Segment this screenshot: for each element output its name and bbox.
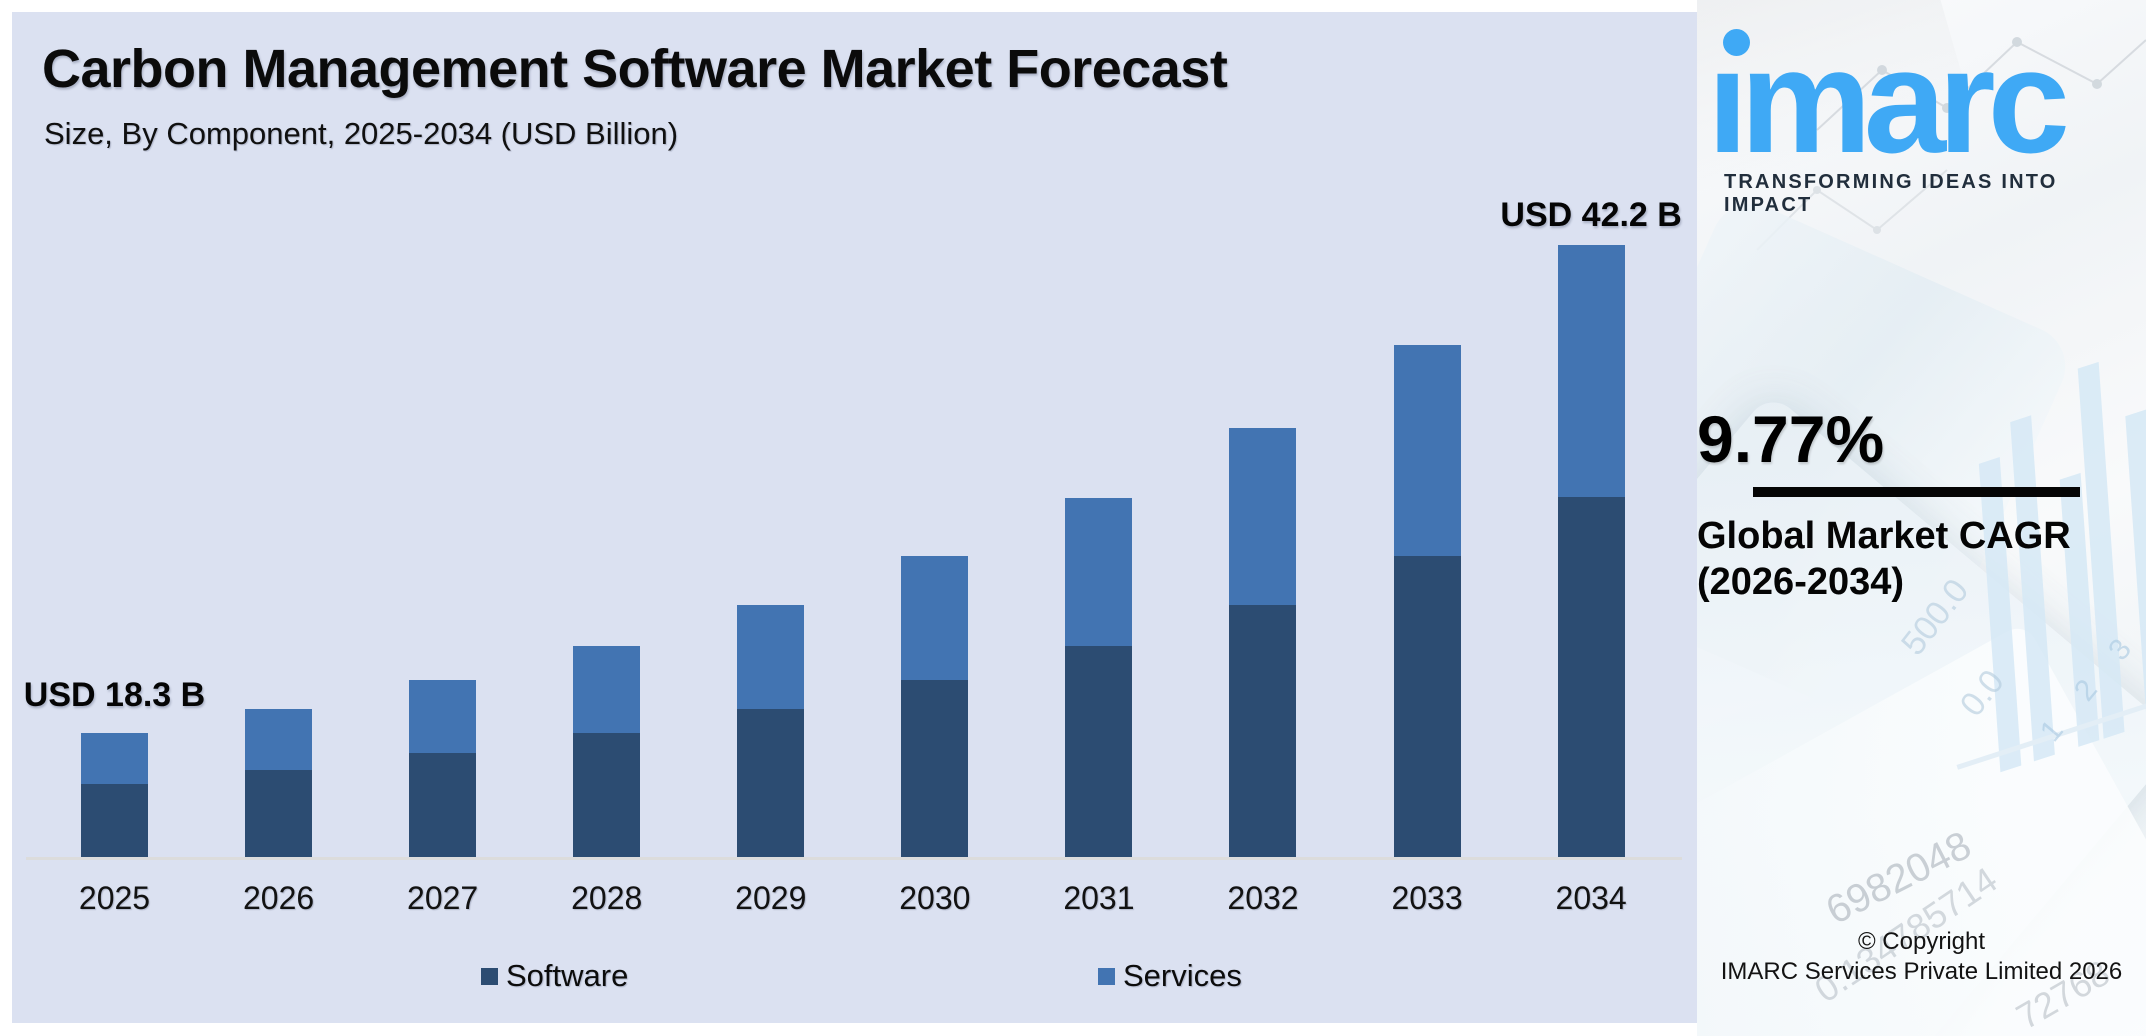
services-segment: [1229, 428, 1297, 605]
software-segment: [901, 680, 969, 857]
software-segment: [409, 753, 477, 857]
x-axis-label-2034: 2034: [1555, 880, 1627, 916]
x-axis-label-2032: 2032: [1227, 880, 1299, 916]
bar-group-2031: [1065, 498, 1133, 857]
services-segment: [409, 680, 477, 753]
legend-swatch-icon: [481, 967, 498, 985]
cagr-label: Global Market CAGR: [1697, 515, 2071, 557]
x-axis-line: [26, 857, 1682, 860]
bar-group-2030: [901, 556, 969, 857]
services-segment: [1065, 498, 1133, 646]
chart-panel: Carbon Management Software Market Foreca…: [12, 12, 1697, 1023]
imarc-logo: ımarc: [1707, 19, 2070, 184]
services-segment: [737, 605, 805, 709]
x-axis-label-2031: 2031: [1063, 880, 1135, 916]
services-segment: [573, 646, 641, 733]
copyright-owner: IMARC Services Private Limited 2026: [1720, 958, 2123, 985]
bar-group-2027: [409, 680, 477, 857]
bar-group-2025: [81, 733, 148, 857]
bar-group-2033: [1393, 345, 1461, 857]
legend-item-services: Services: [1098, 958, 1242, 994]
brand-panel: 500.0 0.0 1 2 3 4 6982048 0.134785714 72768 ı…: [1697, 0, 2146, 1036]
services-segment: [1393, 345, 1461, 556]
chart-title: Carbon Management Software Market Foreca…: [42, 39, 1228, 99]
software-segment: [81, 784, 148, 857]
x-axis-label-2026: 2026: [242, 880, 315, 916]
software-segment: [737, 709, 805, 857]
bar-group-2034: [1557, 245, 1625, 857]
software-segment: [1393, 556, 1461, 857]
bar-group-2026: [245, 709, 313, 857]
software-segment: [573, 733, 641, 857]
x-axis-label-2025: 2025: [78, 880, 151, 916]
cagr-divider: [1753, 487, 2080, 497]
services-segment: [1557, 245, 1625, 497]
legend-item-software: Software: [481, 958, 628, 994]
value-annotation-2025: USD 18.3 B: [23, 676, 206, 714]
services-segment: [901, 556, 969, 680]
cagr-period: (2026-2034): [1697, 561, 1905, 603]
chart-subtitle: Size, By Component, 2025-2034 (USD Billi…: [44, 116, 679, 151]
x-axis-label-2030: 2030: [899, 880, 971, 916]
bar-group-2028: [573, 646, 641, 857]
imarc-tagline: TRANSFORMING IDEAS INTO IMPACT: [1724, 171, 2058, 216]
x-axis-label-2027: 2027: [407, 880, 479, 916]
legend-label: Software: [506, 958, 629, 993]
x-axis-label-2033: 2033: [1391, 880, 1463, 916]
services-segment: [81, 733, 148, 784]
x-axis-label-2028: 2028: [571, 880, 643, 916]
software-segment: [1229, 605, 1297, 857]
software-segment: [1557, 497, 1625, 857]
bar-group-2032: [1229, 428, 1297, 857]
software-segment: [1065, 646, 1133, 857]
value-annotation-2034: USD 42.2 B: [1500, 196, 1682, 234]
imarc-logo-dot-icon: [1723, 29, 1750, 56]
legend-label: Services: [1123, 958, 1242, 993]
services-segment: [245, 709, 313, 770]
bar-group-2029: [737, 605, 805, 857]
legend-swatch-icon: [1098, 967, 1115, 985]
copyright-line: © Copyright: [1857, 928, 1986, 955]
x-axis-label-2029: 2029: [735, 880, 807, 916]
software-segment: [245, 770, 313, 857]
cagr-value: 9.77%: [1697, 402, 1885, 476]
